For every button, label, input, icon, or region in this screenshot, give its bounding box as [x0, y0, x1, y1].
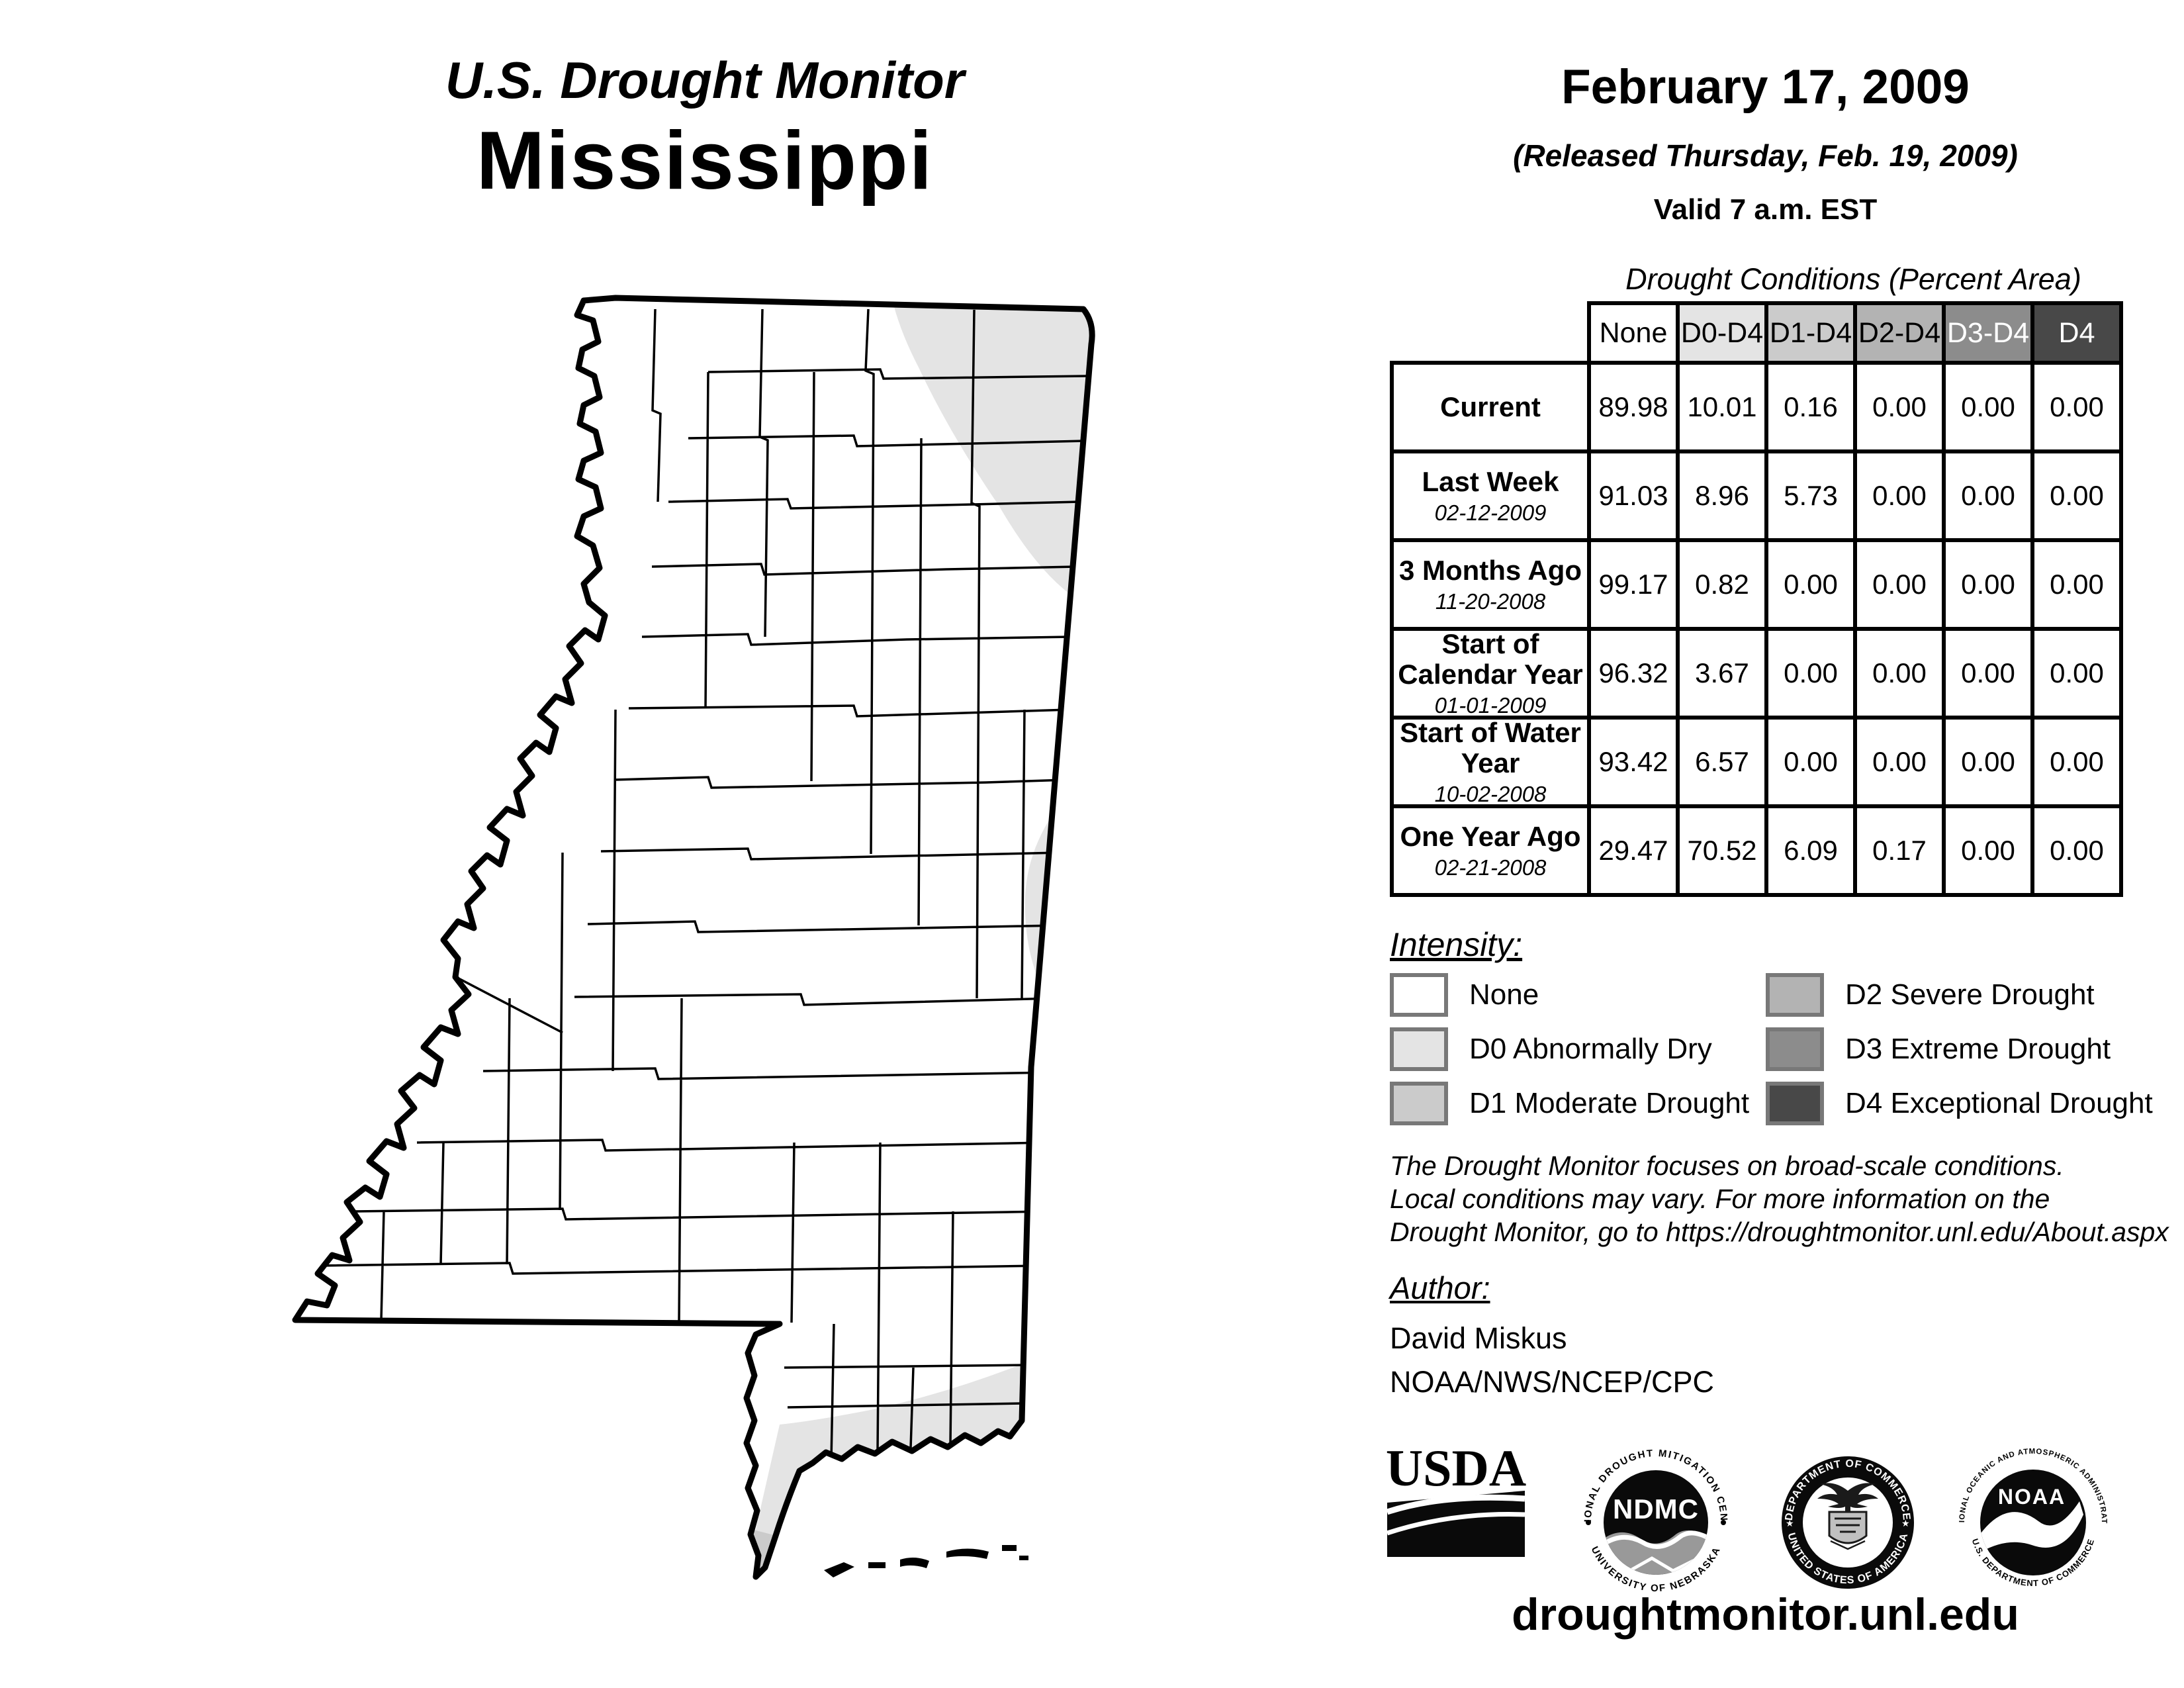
cell-d1d4: 0.16 [1764, 361, 1857, 453]
table-title: Drought Conditions (Percent Area) [1625, 262, 2081, 296]
cell-d4: 0.00 [2030, 804, 2123, 897]
cell-d0d4: 6.57 [1676, 716, 1768, 808]
row-label: 3 Months Ago 11-20-2008 [1390, 538, 1591, 631]
cell-none: 91.03 [1587, 449, 1680, 542]
legend-item-d0: D0 Abnormally Dry [1390, 1026, 1712, 1072]
cell-none: 29.47 [1587, 804, 1680, 897]
legend-swatch-d0 [1390, 1027, 1448, 1071]
doc-eagle-and-shield [1817, 1483, 1878, 1550]
svg-text:★: ★ [1786, 1518, 1794, 1528]
cell-d3d4: 0.00 [1942, 716, 2034, 808]
table-body: Current 89.98 10.01 0.16 0.00 0.00 0.00 … [1390, 361, 2123, 897]
table-row: One Year Ago 02-21-2008 29.47 70.52 6.09 … [1390, 804, 2123, 897]
author-org: NOAA/NWS/NCEP/CPC [1390, 1365, 1715, 1399]
cell-d1d4: 6.09 [1764, 804, 1857, 897]
legend-item-d3: D3 Extreme Drought [1766, 1026, 2111, 1072]
cell-d2d4: 0.00 [1853, 538, 1946, 631]
col-header-none: None [1587, 301, 1680, 365]
table-row: Last Week 02-12-2009 91.03 8.96 5.73 0.00… [1390, 449, 2123, 542]
cell-none: 93.42 [1587, 716, 1680, 808]
cell-none: 89.98 [1587, 361, 1680, 453]
cell-d3d4: 0.00 [1942, 627, 2034, 720]
svg-text:USDA: USDA [1386, 1443, 1526, 1497]
cell-d1d4: 0.00 [1764, 538, 1857, 631]
cell-d2d4: 0.00 [1853, 361, 1946, 453]
barrier-islands [824, 1545, 1028, 1577]
row-label: Start of Water Year 10-02-2008 [1390, 716, 1591, 808]
legend-item-d1: D1 Moderate Drought [1390, 1080, 1749, 1127]
col-header-d2d4: D2-D4 [1853, 301, 1946, 365]
table-row: Start of Calendar Year 01-01-2009 96.32 3… [1390, 627, 2123, 720]
cell-d0d4: 8.96 [1676, 449, 1768, 542]
cell-none: 99.17 [1587, 538, 1680, 631]
legend-swatch-d3 [1766, 1027, 1824, 1071]
author-heading: Author: [1390, 1270, 1490, 1305]
cell-d2d4: 0.00 [1853, 716, 1946, 808]
table-row: Start of Water Year 10-02-2008 93.42 6.57… [1390, 716, 2123, 808]
intensity-heading: Intensity: [1390, 926, 1523, 963]
state-outline [292, 295, 1095, 1580]
cell-d4: 0.00 [2030, 361, 2123, 453]
svg-text:★: ★ [1901, 1518, 1910, 1528]
cell-d0d4: 0.82 [1676, 538, 1768, 631]
row-label: Last Week 02-12-2009 [1390, 449, 1591, 542]
noaa-logo: NOAA NATIONAL OCEANIC AND ATMOSPHERIC AD… [1947, 1430, 2107, 1588]
county-lines [320, 308, 1089, 1461]
cell-d2d4: 0.17 [1853, 804, 1946, 897]
mississippi-drought-map [292, 295, 1095, 1580]
row-label: Current [1390, 361, 1591, 453]
department-of-commerce-seal: DEPARTMENT OF COMMERCE UNITED STATES OF … [1782, 1456, 1914, 1589]
cell-d1d4: 0.00 [1764, 716, 1857, 808]
cell-d1d4: 0.00 [1764, 627, 1857, 720]
cell-d4: 0.00 [2030, 716, 2123, 808]
svg-text:NDMC: NDMC [1613, 1493, 1699, 1524]
cell-d3d4: 0.00 [1942, 538, 2034, 631]
col-header-d0d4: D0-D4 [1676, 301, 1768, 365]
usda-logo: USDA [1386, 1443, 1526, 1557]
disclaimer: The Drought Monitor focuses on broad-sca… [1390, 1150, 2169, 1247]
cell-d3d4: 0.00 [1942, 361, 2034, 453]
legend-swatch-d4 [1766, 1082, 1824, 1125]
legend-item-d2: D2 Severe Drought [1766, 972, 2095, 1018]
cell-d2d4: 0.00 [1853, 627, 1946, 720]
valid-time: Valid 7 a.m. EST [1653, 193, 1878, 226]
state-title: Mississippi [476, 115, 934, 207]
table-row: 3 Months Ago 11-20-2008 99.17 0.82 0.00 0… [1390, 538, 2123, 631]
legend-swatch-d2 [1766, 973, 1824, 1017]
cell-d3d4: 0.00 [1942, 449, 2034, 542]
cell-d4: 0.00 [2030, 449, 2123, 542]
cell-d2d4: 0.00 [1853, 449, 1946, 542]
cell-d0d4: 70.52 [1676, 804, 1768, 897]
col-header-d1d4: D1-D4 [1764, 301, 1857, 365]
cell-none: 96.32 [1587, 627, 1680, 720]
cell-d4: 0.00 [2030, 627, 2123, 720]
row-label: Start of Calendar Year 01-01-2009 [1390, 627, 1591, 720]
legend-item-none: None [1390, 972, 1539, 1018]
legend-swatch-none [1390, 973, 1448, 1017]
report-title: U.S. Drought Monitor [445, 51, 965, 109]
table-header-row: None D0-D4 D1-D4 D2-D4 D3-D4 D4 [1587, 301, 2123, 365]
cell-d0d4: 10.01 [1676, 361, 1768, 453]
map-date: February 17, 2009 [1561, 60, 1970, 114]
ndmc-logo: NDMC NATIONAL DROUGHT MITIGATION CENTER … [1570, 1430, 1728, 1594]
svg-text:NOAA: NOAA [1998, 1485, 2066, 1509]
site-url: droughtmonitor.unl.edu [1512, 1589, 2019, 1640]
col-header-d3d4: D3-D4 [1942, 301, 2034, 365]
col-header-d4: D4 [2030, 301, 2123, 365]
cell-d3d4: 0.00 [1942, 804, 2034, 897]
legend-item-d4: D4 Exceptional Drought [1766, 1080, 2153, 1127]
legend-swatch-d1 [1390, 1082, 1448, 1125]
row-label: One Year Ago 02-21-2008 [1390, 804, 1591, 897]
cell-d1d4: 5.73 [1764, 449, 1857, 542]
release-date: (Released Thursday, Feb. 19, 2009) [1513, 138, 2018, 173]
cell-d4: 0.00 [2030, 538, 2123, 631]
cell-d0d4: 3.67 [1676, 627, 1768, 720]
table-row: Current 89.98 10.01 0.16 0.00 0.00 0.00 [1390, 361, 2123, 453]
author-name: David Miskus [1390, 1321, 1567, 1355]
state-fill [295, 298, 1093, 1577]
